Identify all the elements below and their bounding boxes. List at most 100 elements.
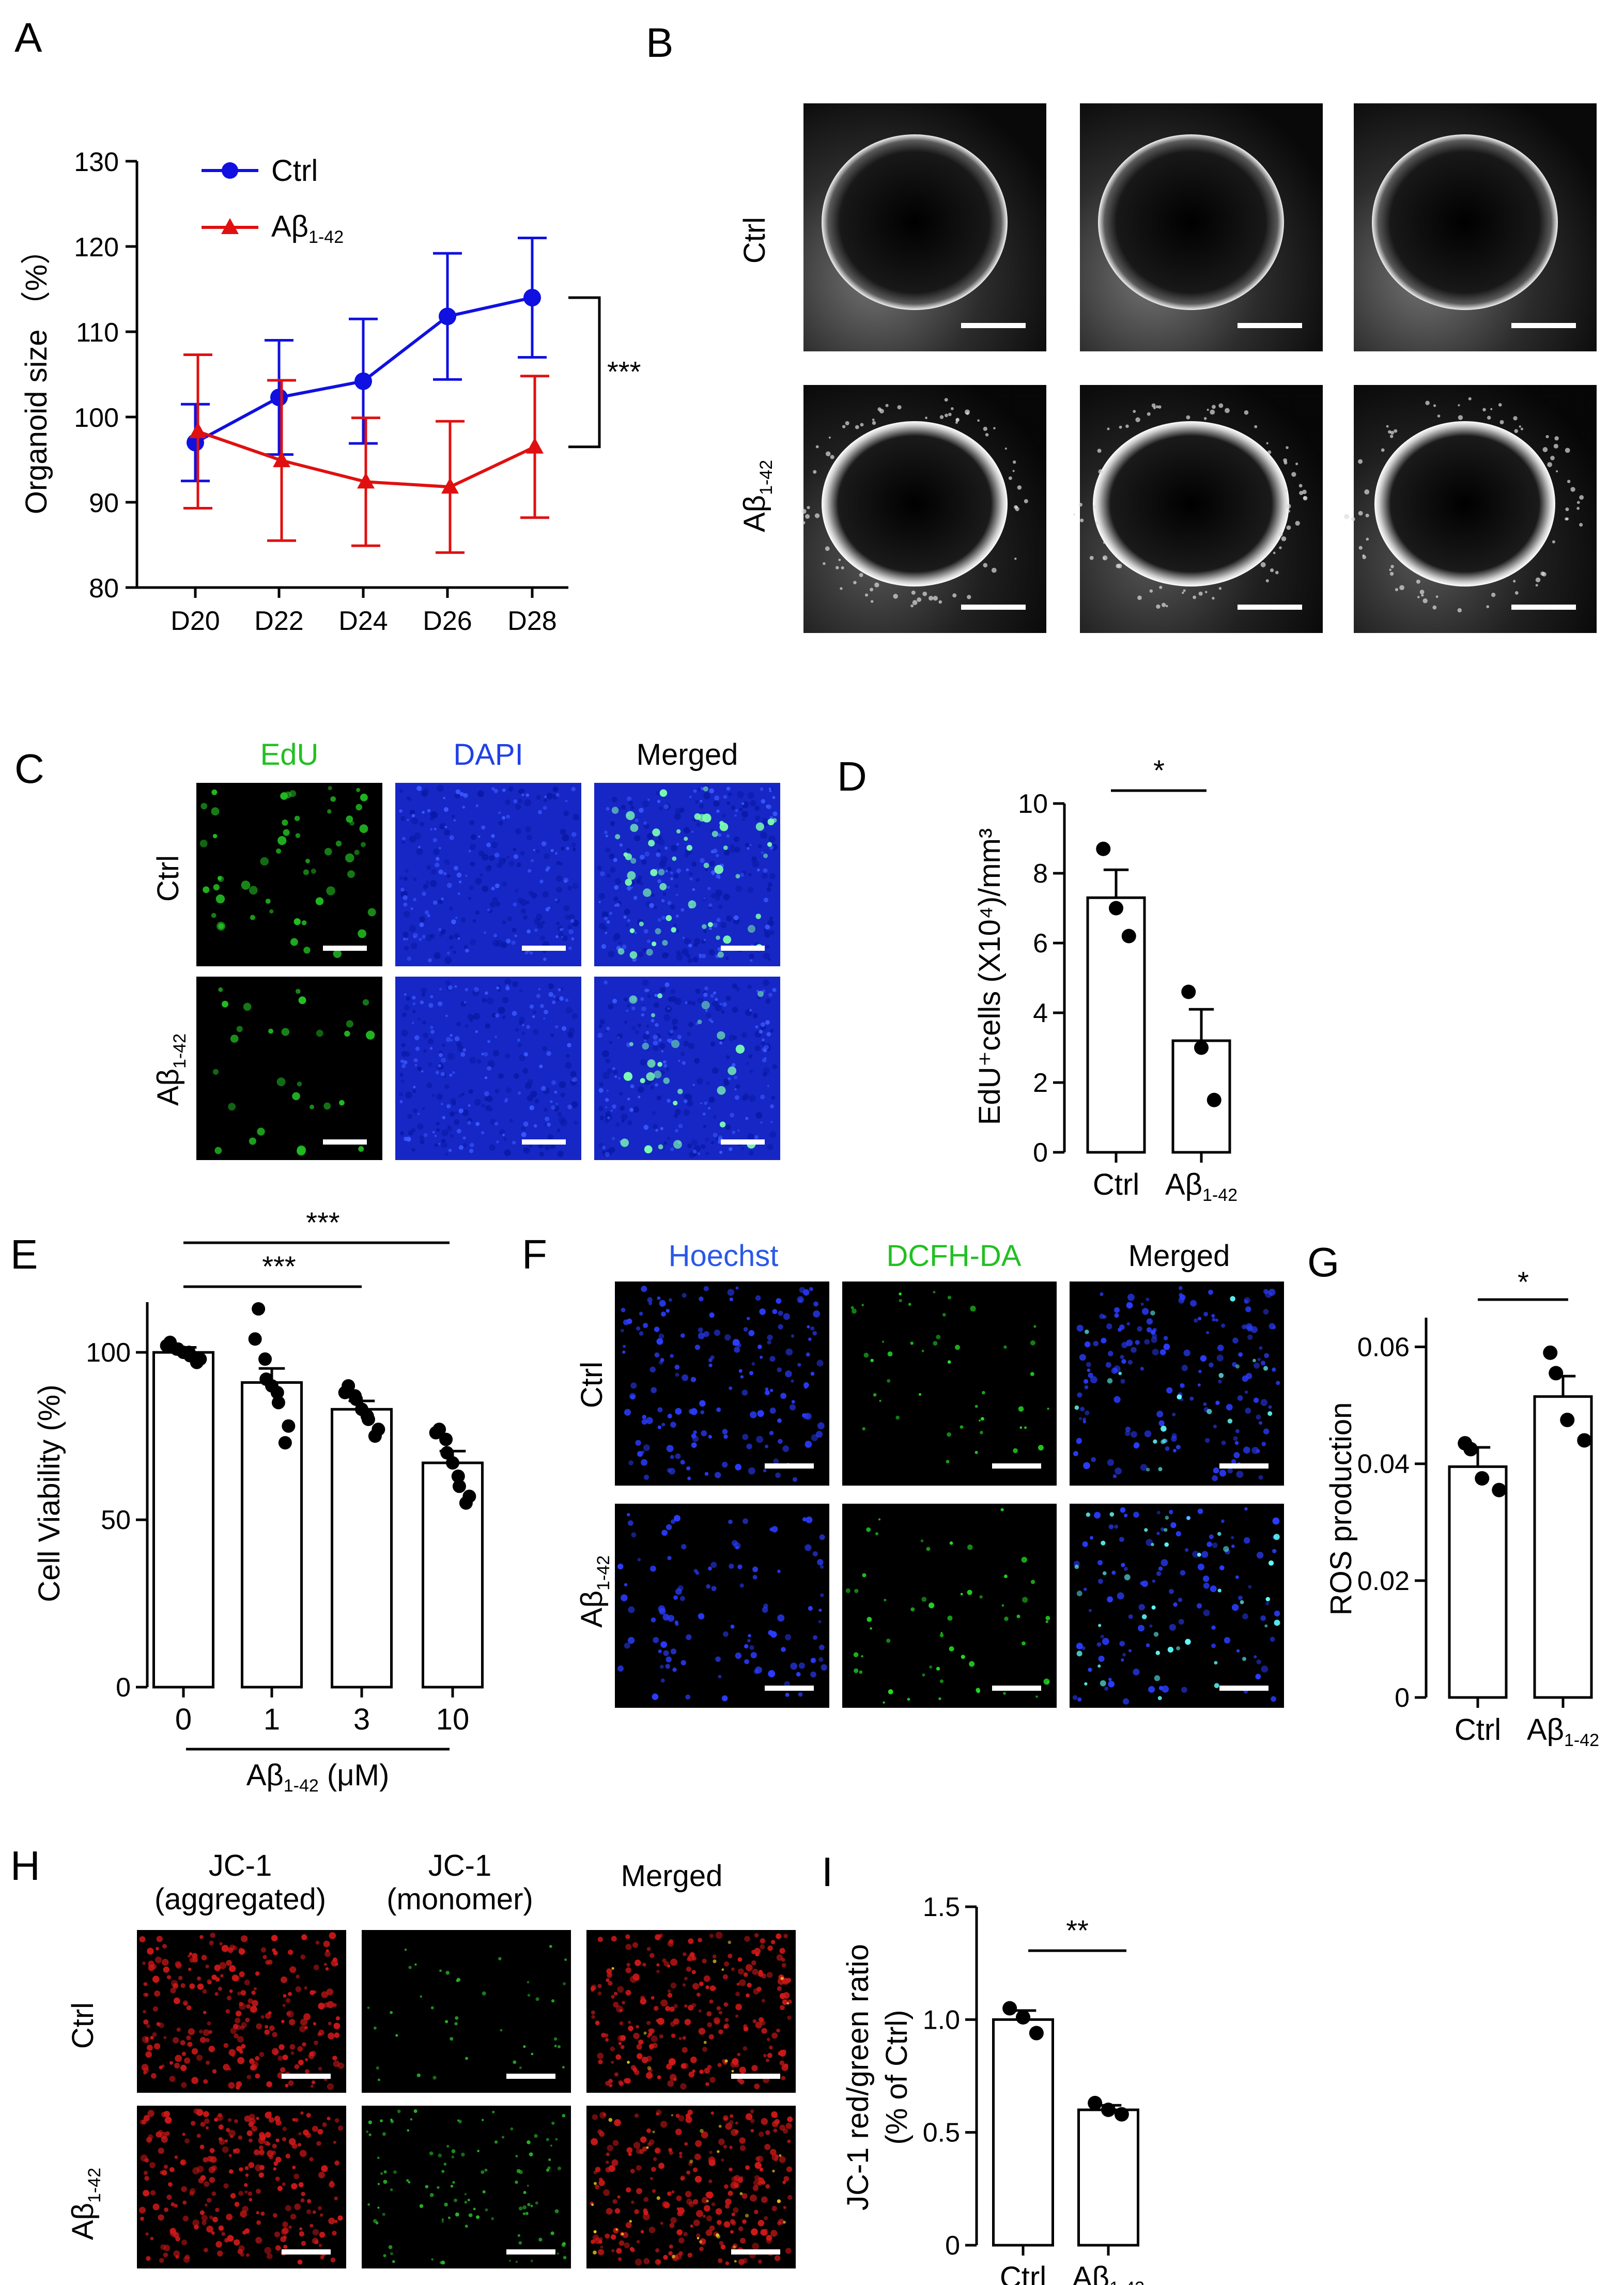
jc1-aggregate xyxy=(146,2024,151,2028)
nucleus xyxy=(683,1099,688,1104)
hoechst-nucleus xyxy=(767,1340,771,1345)
hoechst-nucleus xyxy=(1215,1318,1219,1322)
jc1-aggregate xyxy=(685,2113,691,2119)
ros-positive-cell xyxy=(854,1668,859,1673)
jc1-aggregate xyxy=(668,2148,673,2152)
y-tick-label: 0.5 xyxy=(923,2118,960,2148)
nucleus xyxy=(526,901,530,904)
fluorescence-image xyxy=(615,1504,829,1708)
jc1-aggregate xyxy=(215,2207,220,2212)
jc1-aggregate xyxy=(332,2231,337,2236)
hoechst-nucleus xyxy=(759,1308,766,1315)
nucleus xyxy=(546,1051,551,1056)
edu-positive-cell xyxy=(654,1070,662,1078)
nucleus xyxy=(470,939,476,946)
jc1-aggregate xyxy=(709,1999,714,2004)
nucleus xyxy=(571,1013,578,1020)
hoechst-nucleus xyxy=(1077,1392,1082,1398)
jc1-aggregate xyxy=(710,2111,715,2115)
jc1-monomer xyxy=(535,2201,538,2205)
jc1-aggregate xyxy=(625,2222,632,2229)
edu-positive-cell xyxy=(629,1042,634,1046)
jc1-aggregate xyxy=(280,2067,286,2073)
jc1-aggregate xyxy=(169,2228,176,2234)
nucleus xyxy=(486,997,494,1005)
edu-positive-cell xyxy=(703,862,709,869)
nucleus xyxy=(698,1152,701,1155)
nucleus xyxy=(413,898,416,902)
nucleus xyxy=(517,1091,521,1095)
nucleus xyxy=(653,1035,658,1040)
edu-positive-cell xyxy=(346,1020,353,1028)
nucleus xyxy=(564,879,567,883)
jc1-aggregate xyxy=(170,1987,176,1994)
data-point xyxy=(1101,2103,1116,2117)
hoechst-nucleus xyxy=(1121,1658,1124,1662)
merged-signal xyxy=(671,2255,676,2259)
jc1-monomer xyxy=(390,2188,393,2191)
hoechst-nucleus xyxy=(1245,1323,1253,1331)
hoechst-nucleus xyxy=(716,1407,721,1412)
nucleus xyxy=(423,1049,427,1053)
hoechst-nucleus xyxy=(810,1326,815,1331)
hoechst-nucleus xyxy=(771,1526,778,1533)
jc1-aggregate xyxy=(777,2221,781,2226)
hoechst-nucleus xyxy=(1105,1362,1111,1368)
nucleus xyxy=(431,1093,435,1097)
hoechst-nucleus xyxy=(1263,1428,1270,1434)
nucleus xyxy=(566,846,569,851)
merged-cell xyxy=(1153,1632,1159,1637)
jc1-aggregate xyxy=(238,2190,244,2196)
jc1-aggregate xyxy=(628,2026,633,2031)
jc1-aggregate xyxy=(731,2128,738,2136)
nucleus xyxy=(448,906,454,911)
hoechst-nucleus xyxy=(675,1372,679,1377)
jc1-aggregate xyxy=(653,2005,659,2011)
nucleus xyxy=(718,1135,723,1140)
jc1-aggregate xyxy=(751,1960,756,1966)
nucleus xyxy=(411,813,415,817)
merged-signal xyxy=(731,2070,734,2073)
nucleus xyxy=(445,1014,448,1017)
merged-signal xyxy=(593,2250,597,2255)
cell-debris xyxy=(1458,404,1460,407)
data-point xyxy=(354,372,372,390)
merged-cell xyxy=(1153,1439,1157,1444)
nucleus xyxy=(527,929,531,934)
jc1-monomer xyxy=(530,2204,533,2207)
jc1-aggregate xyxy=(765,2058,769,2062)
nucleus xyxy=(483,1052,488,1057)
merged-cell xyxy=(1165,1516,1169,1520)
nucleus xyxy=(459,792,464,796)
nucleus xyxy=(551,1080,556,1085)
jc1-aggregate xyxy=(152,2032,157,2037)
nucleus xyxy=(519,1016,525,1023)
nucleus xyxy=(689,795,692,798)
hoechst-nucleus xyxy=(1178,1619,1184,1625)
hoechst-nucleus xyxy=(1080,1407,1085,1412)
jc1-aggregate xyxy=(233,2024,239,2030)
cell-debris xyxy=(802,521,806,524)
nucleus xyxy=(518,1043,522,1047)
jc1-aggregate xyxy=(667,1993,673,1998)
nucleus xyxy=(636,879,640,884)
nucleus xyxy=(752,1013,759,1018)
jc1-aggregate xyxy=(759,2167,764,2172)
nucleus xyxy=(730,1113,735,1118)
jc1-aggregate xyxy=(728,1953,733,1958)
nucleus xyxy=(726,834,730,838)
nucleus xyxy=(550,1100,553,1103)
edu-positive-cell xyxy=(646,1072,655,1081)
nucleus xyxy=(728,1035,735,1041)
hoechst-nucleus xyxy=(1131,1431,1137,1438)
jc1-aggregate xyxy=(594,2184,600,2190)
nucleus xyxy=(598,893,605,900)
jc1-aggregate xyxy=(636,2188,642,2195)
cell-debris xyxy=(1499,420,1504,424)
hoechst-nucleus xyxy=(1156,1411,1164,1418)
nucleus xyxy=(428,1002,434,1008)
nucleus xyxy=(403,932,409,938)
nucleus xyxy=(673,873,679,879)
jc1-monomer xyxy=(527,1981,530,1984)
edu-positive-cell xyxy=(615,834,621,840)
